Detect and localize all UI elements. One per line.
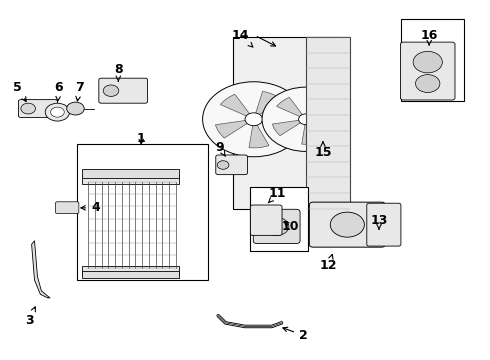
FancyBboxPatch shape — [99, 78, 147, 103]
Bar — [82, 169, 179, 178]
Wedge shape — [277, 98, 306, 119]
Circle shape — [67, 102, 84, 115]
Text: 5: 5 — [13, 81, 26, 102]
Wedge shape — [306, 95, 329, 119]
Bar — [82, 271, 179, 278]
Circle shape — [265, 217, 289, 235]
Circle shape — [103, 85, 119, 96]
Bar — [77, 144, 208, 280]
FancyBboxPatch shape — [250, 205, 282, 235]
Bar — [82, 266, 179, 275]
Text: 7: 7 — [75, 81, 84, 101]
Text: 12: 12 — [320, 255, 338, 271]
Circle shape — [21, 103, 35, 114]
FancyBboxPatch shape — [400, 42, 455, 100]
Polygon shape — [31, 241, 50, 298]
Circle shape — [413, 51, 442, 73]
Wedge shape — [254, 117, 293, 131]
Text: 4: 4 — [81, 201, 100, 214]
Circle shape — [245, 113, 263, 126]
FancyBboxPatch shape — [253, 209, 300, 244]
FancyBboxPatch shape — [216, 155, 247, 175]
Text: 16: 16 — [420, 29, 438, 45]
Text: 3: 3 — [25, 307, 35, 327]
Wedge shape — [272, 119, 306, 136]
FancyBboxPatch shape — [19, 100, 57, 117]
Text: 9: 9 — [215, 141, 225, 157]
Wedge shape — [306, 117, 340, 130]
Bar — [82, 175, 179, 184]
Text: 8: 8 — [114, 63, 122, 81]
Bar — [250, 187, 308, 251]
Bar — [401, 19, 464, 102]
FancyBboxPatch shape — [309, 202, 385, 247]
Wedge shape — [216, 119, 254, 138]
Circle shape — [217, 161, 229, 169]
Bar — [233, 37, 340, 208]
Circle shape — [262, 87, 350, 152]
FancyBboxPatch shape — [367, 203, 401, 246]
Text: 11: 11 — [268, 187, 286, 203]
Circle shape — [45, 103, 70, 121]
Circle shape — [330, 212, 365, 237]
Circle shape — [50, 107, 64, 117]
Wedge shape — [254, 91, 280, 119]
Wedge shape — [220, 94, 254, 119]
Text: 15: 15 — [314, 142, 332, 159]
Bar — [306, 37, 350, 208]
FancyBboxPatch shape — [55, 202, 79, 213]
Text: 2: 2 — [283, 327, 308, 342]
Text: 13: 13 — [370, 213, 388, 229]
Text: 6: 6 — [54, 81, 63, 101]
Circle shape — [202, 82, 305, 157]
Circle shape — [416, 75, 440, 93]
Text: 1: 1 — [137, 132, 146, 145]
Text: 14: 14 — [231, 29, 253, 47]
Text: 10: 10 — [282, 220, 299, 233]
Wedge shape — [249, 119, 269, 148]
Wedge shape — [302, 119, 319, 144]
Circle shape — [298, 114, 313, 125]
